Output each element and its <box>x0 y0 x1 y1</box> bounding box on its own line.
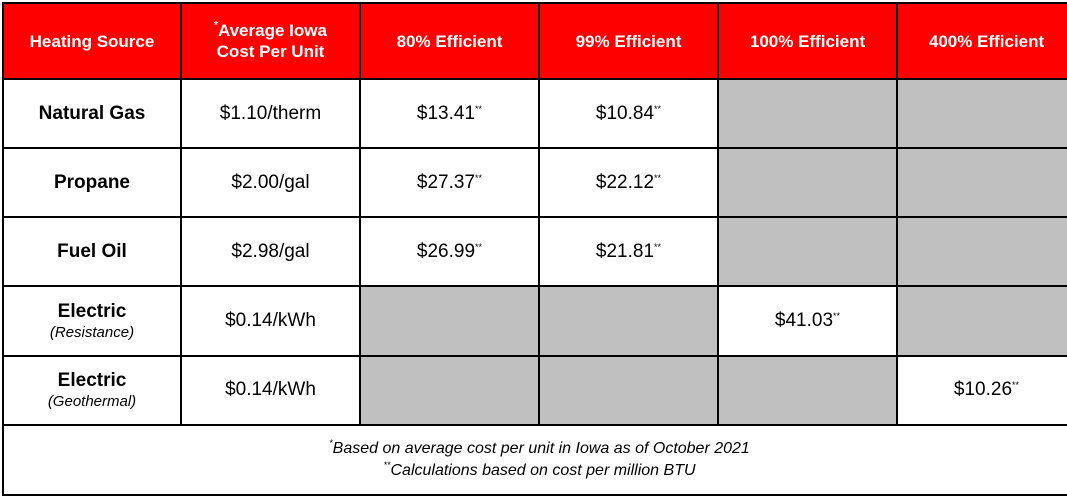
double-asterisk-marker: ** <box>654 172 662 183</box>
double-asterisk-marker: ** <box>654 103 662 114</box>
table-row: Natural Gas $1.10/therm $13.41** $10.84** <box>2 77 1067 150</box>
unit-cost-cell: $0.14/kWh <box>180 285 361 357</box>
footnote-1: *Based on average cost per unit in Iowa … <box>4 438 1067 460</box>
footnote-2-marker: ** <box>383 459 391 470</box>
cost-100-efficient-cell: $41.03** <box>717 285 898 357</box>
header-heating-source: Heating Source <box>2 2 182 80</box>
footnote-2-text: Calculations based on cost per million B… <box>390 461 696 479</box>
not-applicable-cell <box>717 216 898 288</box>
double-asterisk-marker: ** <box>475 241 483 252</box>
table-body: Natural Gas $1.10/therm $13.41** $10.84** Pr… <box>2 77 1067 497</box>
cost-80-efficient-cell: $13.41** <box>359 77 540 150</box>
not-applicable-cell <box>359 285 540 357</box>
table-row: Fuel Oil $2.98/gal $26.99** $21.81** <box>2 216 1067 288</box>
header-400-efficient: 400% Efficient <box>896 2 1067 80</box>
double-asterisk-marker: ** <box>475 172 483 183</box>
unit-cost-cell: $1.10/therm <box>180 77 361 150</box>
footnote-1-text: Based on average cost per unit in Iowa a… <box>332 439 750 457</box>
cost-80-efficient-cell: $26.99** <box>359 216 540 288</box>
unit-cost-cell: $2.98/gal <box>180 216 361 288</box>
header-80-efficient: 80% Efficient <box>359 2 540 80</box>
cost-value: $26.99 <box>416 240 476 262</box>
cost-400-efficient-cell: $10.26** <box>896 354 1067 426</box>
double-asterisk-marker: ** <box>833 311 841 322</box>
not-applicable-cell <box>538 285 719 357</box>
cost-99-efficient-cell: $21.81** <box>538 216 719 288</box>
footnote-2: **Calculations based on cost per million… <box>4 460 1067 482</box>
not-applicable-cell <box>717 147 898 219</box>
heating-source-label: Natural Gas <box>38 102 146 124</box>
footnote-row: *Based on average cost per unit in Iowa … <box>2 423 1067 497</box>
double-asterisk-marker: ** <box>654 241 662 252</box>
heating-source-cell: Electric (Resistance) <box>2 285 182 357</box>
cost-99-efficient-cell: $10.84** <box>538 77 719 150</box>
table-row: Electric (Resistance) $0.14/kWh $41.03** <box>2 285 1067 357</box>
header-average-cost-line1: Average Iowa <box>217 21 327 40</box>
heating-source-label: Electric <box>57 300 127 322</box>
header-100-efficient: 100% Efficient <box>717 2 898 80</box>
heating-source-subtype: (Resistance) <box>49 323 135 341</box>
unit-cost-cell: $0.14/kWh <box>180 354 361 426</box>
cost-99-efficient-cell: $22.12** <box>538 147 719 219</box>
unit-cost-cell: $2.00/gal <box>180 147 361 219</box>
heating-source-label: Propane <box>53 171 131 193</box>
not-applicable-cell <box>538 354 719 426</box>
double-asterisk-marker: ** <box>475 103 483 114</box>
not-applicable-cell <box>717 354 898 426</box>
not-applicable-cell <box>896 285 1067 357</box>
not-applicable-cell <box>896 216 1067 288</box>
header-row: Heating Source *Average Iowa Cost Per Uni… <box>2 2 1067 80</box>
not-applicable-cell <box>717 77 898 150</box>
heating-source-cell: Propane <box>2 147 182 219</box>
header-99-efficient: 99% Efficient <box>538 2 719 80</box>
cost-value: $27.37 <box>416 171 476 193</box>
heating-source-cell: Natural Gas <box>2 77 182 150</box>
heating-source-label: Fuel Oil <box>57 240 127 262</box>
not-applicable-cell <box>896 77 1067 150</box>
footnotes-cell: *Based on average cost per unit in Iowa … <box>2 423 1067 497</box>
table-row: Propane $2.00/gal $27.37** $22.12** <box>2 147 1067 219</box>
asterisk-marker: * <box>214 20 218 31</box>
heating-source-cell: Fuel Oil <box>2 216 182 288</box>
cost-value: $10.26 <box>953 379 1013 401</box>
footnote-1-marker: * <box>329 437 333 448</box>
cost-value: $10.84 <box>595 102 655 124</box>
not-applicable-cell <box>359 354 540 426</box>
header-average-cost: *Average Iowa Cost Per Unit <box>180 2 361 80</box>
cost-value: $21.81 <box>595 240 655 262</box>
double-asterisk-marker: ** <box>1012 380 1020 391</box>
cost-value: $22.12 <box>595 171 655 193</box>
heating-source-subtype: (Geothermal) <box>47 392 137 410</box>
cost-value: $41.03 <box>774 310 834 332</box>
cost-value: $13.41 <box>416 102 476 124</box>
cost-80-efficient-cell: $27.37** <box>359 147 540 219</box>
table-row: Electric (Geothermal) $0.14/kWh $10.26** <box>2 354 1067 426</box>
header-average-cost-line2: Cost Per Unit <box>216 42 325 61</box>
heating-source-label: Electric <box>57 369 127 391</box>
heating-source-cell: Electric (Geothermal) <box>2 354 182 426</box>
not-applicable-cell <box>896 147 1067 219</box>
